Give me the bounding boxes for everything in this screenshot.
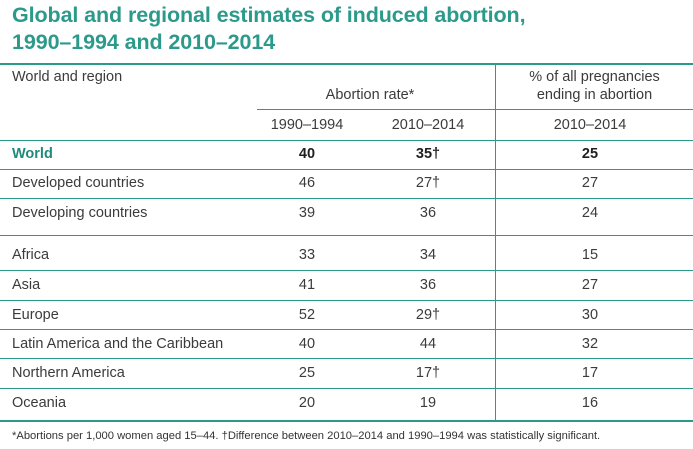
row-rate-2010: 29† xyxy=(415,307,441,323)
row-divider xyxy=(0,270,693,271)
row-region: Latin America and the Caribbean xyxy=(12,336,224,352)
row-pct: 15 xyxy=(581,247,599,263)
row-rate-1990: 25 xyxy=(298,365,316,381)
header-region: World and region xyxy=(12,69,123,85)
row-region: Developed countries xyxy=(12,175,145,191)
row-rate-1990: 33 xyxy=(298,247,316,263)
title-line-2: 1990–1994 and 2010–2014 xyxy=(12,30,276,54)
row-rate-2010: 19 xyxy=(419,395,437,411)
footnote: *Abortions per 1,000 women aged 15–44. †… xyxy=(12,430,601,442)
table-title: Global and regional estimates of induced… xyxy=(12,2,682,56)
row-divider xyxy=(0,300,693,301)
row-pct: 24 xyxy=(581,205,599,221)
row-pct: 17 xyxy=(581,365,599,381)
row-rate-1990: 40 xyxy=(298,336,316,352)
row-divider xyxy=(0,235,693,236)
header-pct-line1: % of all pregnancies xyxy=(529,69,660,85)
row-pct: 27 xyxy=(581,175,599,191)
row-rate-1990: 40 xyxy=(298,146,316,162)
header-abortion-rate: Abortion rate* xyxy=(325,87,415,103)
row-rate-2010: 36 xyxy=(419,205,437,221)
row-region: World xyxy=(12,146,53,162)
row-rate-2010: 44 xyxy=(419,336,437,352)
row-divider xyxy=(0,198,693,199)
row-region: Europe xyxy=(12,307,59,323)
column-divider xyxy=(495,65,496,420)
row-rate-1990: 52 xyxy=(298,307,316,323)
row-region: Africa xyxy=(12,247,50,263)
header-pct-line2: ending in abortion xyxy=(536,87,653,103)
row-pct: 30 xyxy=(581,307,599,323)
row-rate-2010: 36 xyxy=(419,277,437,293)
row-region: Northern America xyxy=(12,365,125,381)
row-rate-2010: 27† xyxy=(415,175,441,191)
header-bottom-rule xyxy=(0,140,693,141)
header-year-pct: 2010–2014 xyxy=(553,117,627,133)
row-pct: 32 xyxy=(581,336,599,352)
row-divider xyxy=(0,388,693,389)
header-year-1990: 1990–1994 xyxy=(270,117,344,133)
row-pct: 25 xyxy=(581,146,599,162)
row-divider xyxy=(0,329,693,330)
header-subrule xyxy=(257,109,693,110)
row-rate-1990: 20 xyxy=(298,395,316,411)
row-rate-1990: 46 xyxy=(298,175,316,191)
row-rate-2010: 17† xyxy=(415,365,441,381)
bottom-rule xyxy=(0,420,693,422)
row-pct: 16 xyxy=(581,395,599,411)
row-divider xyxy=(0,358,693,359)
row-rate-1990: 41 xyxy=(298,277,316,293)
row-region: Asia xyxy=(12,277,41,293)
title-line-1: Global and regional estimates of induced… xyxy=(12,3,526,27)
row-pct: 27 xyxy=(581,277,599,293)
top-rule xyxy=(0,63,693,65)
row-region: Developing countries xyxy=(12,205,148,221)
header-year-2010: 2010–2014 xyxy=(391,117,465,133)
row-divider xyxy=(0,169,693,170)
row-rate-2010: 34 xyxy=(419,247,437,263)
row-rate-1990: 39 xyxy=(298,205,316,221)
row-rate-2010: 35† xyxy=(415,146,441,162)
row-region: Oceania xyxy=(12,395,67,411)
